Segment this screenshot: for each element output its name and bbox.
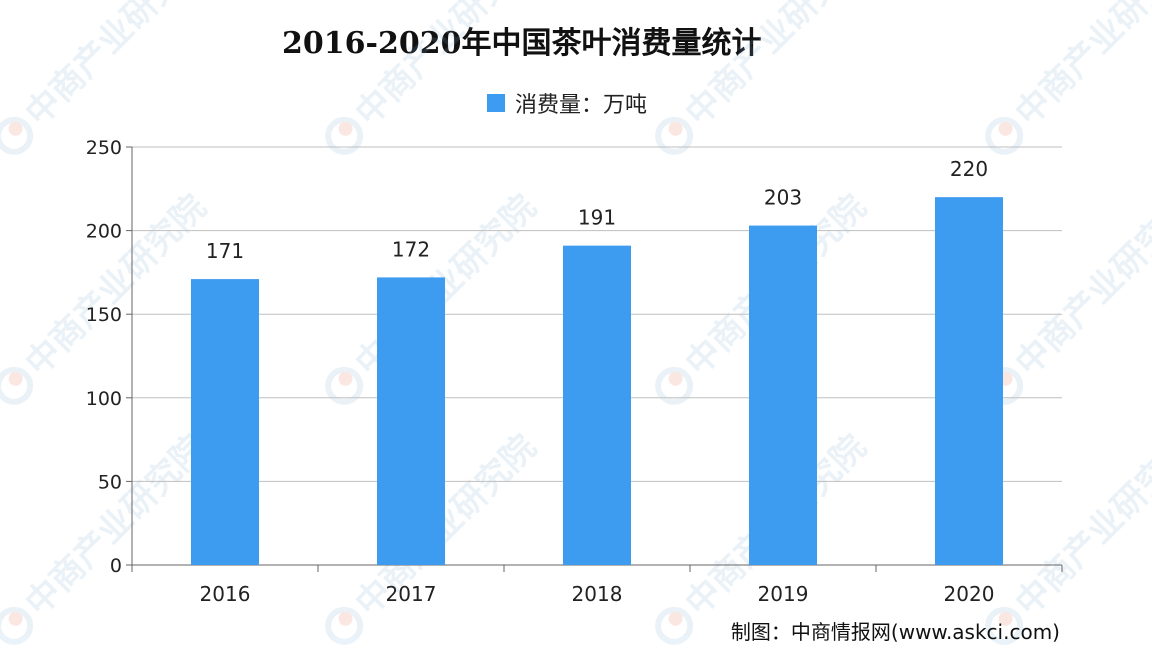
legend-swatch xyxy=(487,94,505,112)
data-label: 203 xyxy=(764,186,802,210)
svg-text:中商产业研究院: 中商产业研究院 xyxy=(348,0,545,134)
svg-text:中商产业研究院: 中商产业研究院 xyxy=(18,0,215,134)
bar xyxy=(377,277,445,565)
svg-text:中商产业研究院: 中商产业研究院 xyxy=(18,187,215,384)
data-label: 171 xyxy=(206,239,244,263)
watermark: 中商产业研究院 xyxy=(655,0,875,155)
bar xyxy=(749,225,817,566)
source-note: 制图：中商情报网(www.askci.com) xyxy=(730,620,1060,644)
watermark: 中商产业研究院 xyxy=(0,427,215,645)
bar xyxy=(191,279,259,565)
x-tick-label: 2020 xyxy=(944,582,995,606)
y-tick-label: 0 xyxy=(110,555,122,577)
legend-label: 消费量：万吨 xyxy=(515,93,648,118)
x-tick-label: 2018 xyxy=(572,582,623,606)
svg-text:中商产业研究院: 中商产业研究院 xyxy=(1008,427,1152,624)
bar xyxy=(563,245,631,565)
bar xyxy=(935,197,1003,565)
legend: 消费量：万吨 xyxy=(487,87,647,119)
svg-text:中商产业研究院: 中商产业研究院 xyxy=(678,0,875,134)
x-tick-label: 2017 xyxy=(386,582,437,606)
data-label: 191 xyxy=(578,206,616,230)
y-tick-label: 100 xyxy=(86,388,122,410)
y-tick-label: 50 xyxy=(98,471,122,493)
y-tick-label: 250 xyxy=(86,137,122,159)
svg-text:中商产业研究院: 中商产业研究院 xyxy=(18,427,215,624)
data-label: 172 xyxy=(392,237,430,261)
watermark: 中商产业研究院 xyxy=(985,187,1152,405)
y-tick-label: 150 xyxy=(86,304,122,326)
svg-text:中商产业研究院: 中商产业研究院 xyxy=(1008,187,1152,384)
chart-title: 2016-2020年中国茶叶消费量统计 xyxy=(282,26,762,61)
svg-text:中商产业研究院: 中商产业研究院 xyxy=(1008,0,1152,134)
x-tick-label: 2016 xyxy=(200,582,251,606)
x-tick-label: 2019 xyxy=(758,582,809,606)
watermark: 中商产业研究院 xyxy=(325,0,545,155)
watermark: 中商产业研究院 xyxy=(985,0,1152,155)
y-tick-label: 200 xyxy=(86,221,122,243)
data-label: 220 xyxy=(950,157,988,181)
